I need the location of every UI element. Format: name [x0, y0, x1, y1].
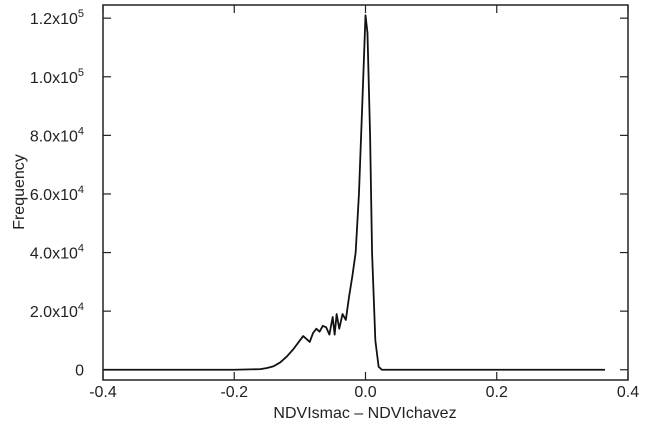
x-tick-label: 0.4	[617, 384, 639, 401]
y-tick-mantissa: 2.0x10	[30, 304, 78, 321]
x-tick-label: 0.2	[486, 384, 508, 401]
y-tick-exponent: 4	[78, 301, 84, 313]
y-tick-mantissa: 6.0x10	[30, 187, 78, 204]
y-tick-label: 1.2x105	[30, 8, 84, 28]
y-tick-label: 0	[75, 363, 84, 380]
y-tick-label: 8.0x104	[30, 125, 84, 145]
y-tick-label: 1.0x105	[30, 67, 84, 87]
plot-frame	[102, 4, 629, 381]
y-tick-exponent: 4	[78, 243, 84, 255]
y-tick-label: 6.0x104	[30, 184, 84, 204]
y-tick-mantissa: 1.2x10	[30, 11, 78, 28]
y-tick-exponent: 5	[78, 8, 84, 20]
y-tick-exponent: 5	[78, 67, 84, 79]
data-line	[103, 14, 606, 371]
x-tick-label: 0.0	[354, 384, 376, 401]
y-tick-mantissa: 1.0x10	[30, 70, 78, 87]
y-tick-label: 2.0x104	[30, 301, 84, 321]
y-tick-exponent: 4	[78, 125, 84, 137]
x-tick-label: -0.4	[89, 384, 117, 401]
y-tick-mantissa: 4.0x10	[30, 246, 78, 263]
y-axis-label: Frequency	[11, 154, 28, 230]
y-tick-exponent: 4	[78, 184, 84, 196]
y-tick-label: 4.0x104	[30, 243, 84, 263]
x-axis-label: NDVIsmac – NDVIchavez	[273, 405, 456, 422]
x-tick-label: -0.2	[220, 384, 248, 401]
y-tick-mantissa: 8.0x10	[30, 128, 78, 145]
